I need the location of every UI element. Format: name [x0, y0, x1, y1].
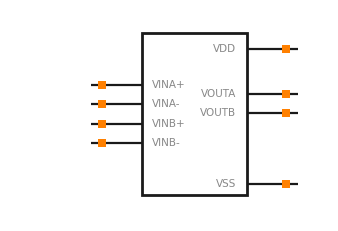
Point — [283, 182, 289, 186]
Text: VSS: VSS — [216, 179, 236, 189]
Text: VINA+: VINA+ — [152, 80, 186, 90]
Point — [100, 102, 105, 106]
Point — [100, 83, 105, 86]
Point — [283, 92, 289, 95]
Bar — [142, 33, 246, 195]
Text: VINB+: VINB+ — [152, 119, 186, 129]
Text: VINA-: VINA- — [152, 99, 181, 109]
Text: VOUTA: VOUTA — [201, 88, 236, 99]
Text: VOUTB: VOUTB — [200, 108, 236, 118]
Point — [100, 122, 105, 126]
Text: VINB-: VINB- — [152, 138, 181, 148]
Point — [283, 47, 289, 51]
Text: VDD: VDD — [213, 44, 236, 54]
Point — [100, 141, 105, 145]
Point — [283, 111, 289, 115]
